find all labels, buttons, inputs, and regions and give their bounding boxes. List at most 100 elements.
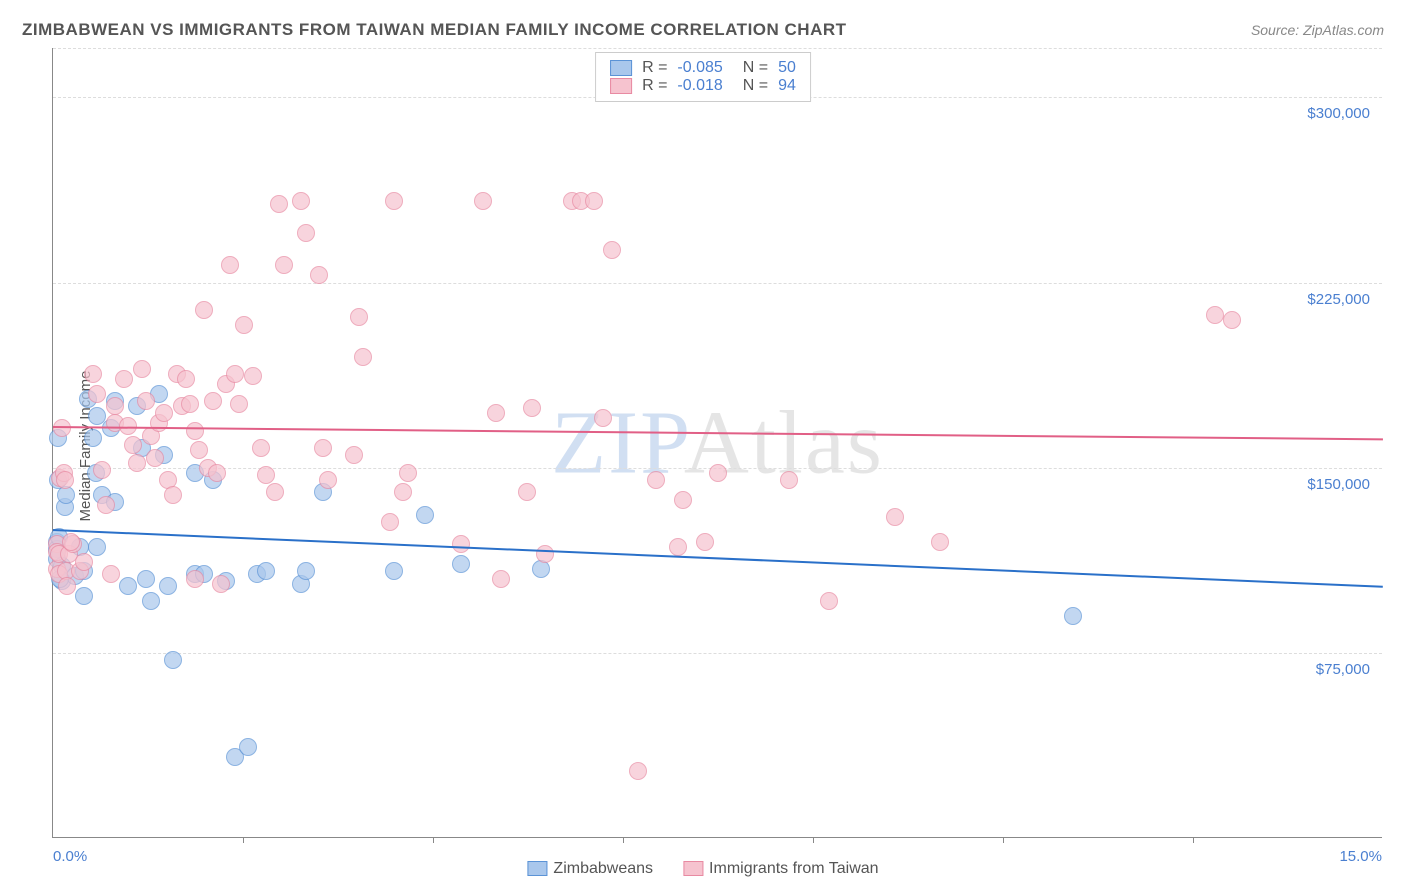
data-point [257,466,275,484]
data-point [53,419,71,437]
data-point [190,441,208,459]
data-point [297,562,315,580]
data-point [226,365,244,383]
legend-r-label: R = [642,59,667,77]
data-point [155,404,173,422]
data-point [235,316,253,334]
data-point [394,483,412,501]
data-point [88,385,106,403]
legend-r-value: -0.085 [677,59,722,77]
data-point [629,762,647,780]
data-point [292,192,310,210]
data-point [212,575,230,593]
x-tick-mark [623,837,624,843]
x-tick-mark [243,837,244,843]
data-point [319,471,337,489]
data-point [518,483,536,501]
data-point [350,308,368,326]
data-point [314,439,332,457]
data-point [487,404,505,422]
data-point [354,348,372,366]
data-point [159,577,177,595]
correlation-legend: R =-0.085N =50R =-0.018N =94 [595,52,811,102]
legend-series-name: Immigrants from Taiwan [709,860,879,877]
data-point [266,483,284,501]
data-point [186,422,204,440]
data-point [275,256,293,274]
data-point [204,392,222,410]
grid-line [53,653,1382,654]
data-point [594,409,612,427]
y-tick-label: $300,000 [1307,105,1370,122]
legend-series-name: Zimbabweans [553,860,653,877]
data-point [97,496,115,514]
y-tick-label: $225,000 [1307,291,1370,308]
data-point [820,592,838,610]
data-point [58,577,76,595]
legend-n-label: N = [743,59,768,77]
data-point [177,370,195,388]
data-point [239,738,257,756]
legend-item: Immigrants from Taiwan [683,860,879,878]
chart-title: ZIMBABWEAN VS IMMIGRANTS FROM TAIWAN MED… [22,20,847,40]
y-tick-label: $75,000 [1316,661,1370,678]
data-point [186,570,204,588]
data-point [137,570,155,588]
x-tick-label: 0.0% [53,848,87,865]
data-point [345,446,363,464]
trend-line [53,426,1383,440]
data-point [257,562,275,580]
grid-line [53,283,1382,284]
grid-line [53,48,1382,49]
data-point [181,395,199,413]
data-point [696,533,714,551]
legend-swatch [610,78,632,94]
data-point [142,592,160,610]
data-point [1206,306,1224,324]
data-point [385,562,403,580]
source-site: ZipAtlas.com [1303,22,1384,38]
data-point [585,192,603,210]
data-point [780,471,798,489]
data-point [381,513,399,531]
data-point [536,545,554,563]
data-point [128,454,146,472]
y-tick-label: $150,000 [1307,476,1370,493]
data-point [124,436,142,454]
data-point [1223,311,1241,329]
data-point [452,535,470,553]
x-tick-mark [1193,837,1194,843]
source-attribution: Source: ZipAtlas.com [1251,22,1384,38]
data-point [195,301,213,319]
x-tick-label: 15.0% [1339,848,1382,865]
data-point [75,587,93,605]
data-point [244,367,262,385]
data-point [669,538,687,556]
scatter-chart: ZIMBABWEAN VS IMMIGRANTS FROM TAIWAN MED… [0,0,1406,892]
data-point [84,365,102,383]
data-point [252,439,270,457]
x-tick-mark [813,837,814,843]
legend-swatch [610,60,632,76]
data-point [270,195,288,213]
data-point [230,395,248,413]
data-point [62,533,80,551]
data-point [647,471,665,489]
plot-area: ZIPAtlas $75,000$150,000$225,000$300,000… [52,48,1382,838]
data-point [452,555,470,573]
data-point [709,464,727,482]
source-prefix: Source: [1251,22,1303,38]
data-point [523,399,541,417]
data-point [164,651,182,669]
data-point [674,491,692,509]
data-point [164,486,182,504]
x-tick-mark [1003,837,1004,843]
data-point [115,370,133,388]
data-point [208,464,226,482]
data-point [886,508,904,526]
series-legend: Zimbabweans Immigrants from Taiwan [527,860,878,878]
x-tick-mark [433,837,434,843]
legend-r-label: R = [642,77,667,95]
data-point [119,577,137,595]
data-point [297,224,315,242]
